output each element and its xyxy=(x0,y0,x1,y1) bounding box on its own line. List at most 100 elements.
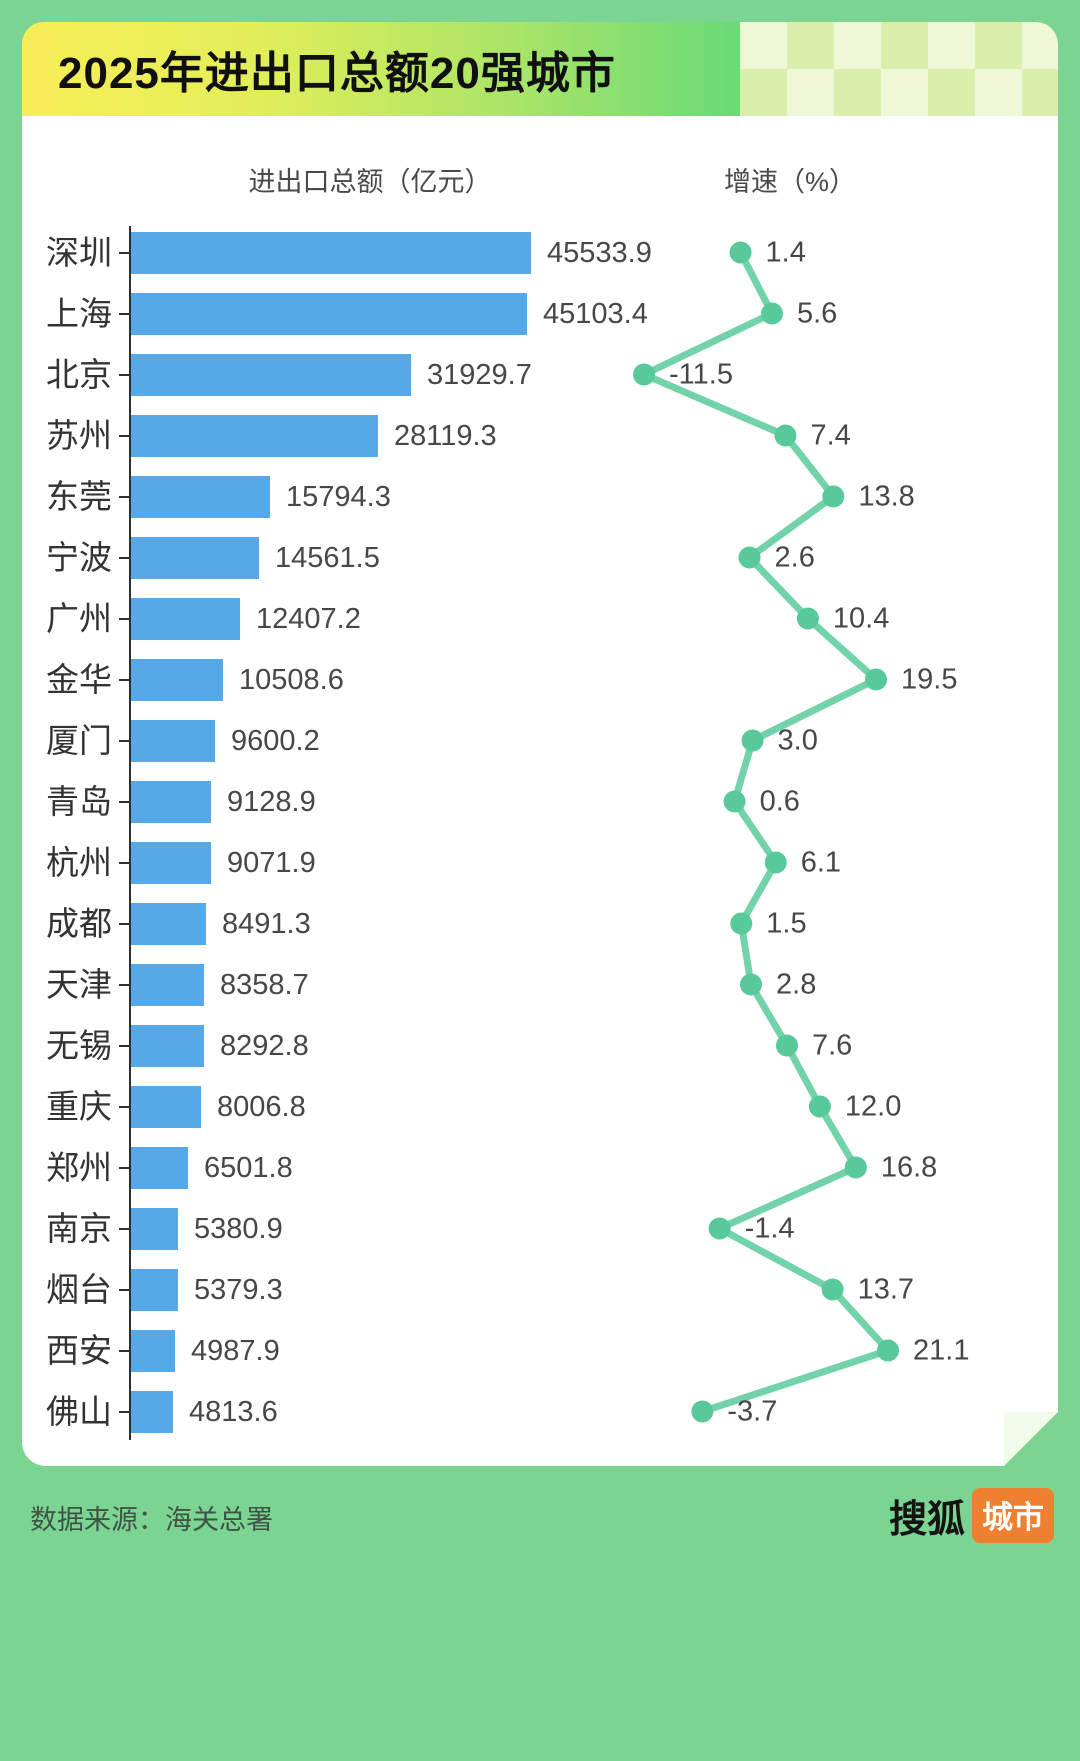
growth-point xyxy=(738,546,761,569)
growth-point xyxy=(865,668,888,691)
total-value-label: 9600.2 xyxy=(231,724,320,757)
total-value-label: 31929.7 xyxy=(427,358,532,391)
total-bar xyxy=(131,719,215,762)
total-bar xyxy=(131,780,211,823)
total-value-label: 10508.6 xyxy=(239,663,344,696)
total-value-label: 5379.3 xyxy=(194,1273,283,1306)
total-bar xyxy=(131,841,211,884)
growth-value-label: 1.4 xyxy=(766,237,806,269)
total-value-label: 9071.9 xyxy=(227,846,316,879)
sohu-logo-text: 搜狐 xyxy=(888,1499,965,1541)
total-value-label: 9128.9 xyxy=(227,785,316,818)
city-label: 郑州 xyxy=(46,1148,112,1186)
axis-tick xyxy=(119,495,129,498)
city-label: 南京 xyxy=(46,1209,112,1247)
city-label: 北京 xyxy=(46,355,112,393)
city-label: 成都 xyxy=(46,904,112,942)
axis-tick xyxy=(119,556,129,559)
growth-value-label: 10.4 xyxy=(833,603,889,635)
growth-value-label: 21.1 xyxy=(913,1335,969,1367)
axis-tick xyxy=(119,678,129,681)
total-bar xyxy=(131,475,270,518)
total-value-label: 12407.2 xyxy=(256,602,361,635)
axis-tick xyxy=(119,861,129,864)
growth-point xyxy=(730,912,753,935)
growth-value-label: 7.4 xyxy=(810,420,850,452)
total-bar xyxy=(131,1085,201,1128)
total-bar xyxy=(131,1390,173,1433)
growth-value-label: 2.8 xyxy=(776,969,816,1001)
total-bar xyxy=(131,1329,175,1372)
total-bar xyxy=(131,963,204,1006)
growth-point xyxy=(760,302,783,325)
axis-tick xyxy=(119,1227,129,1230)
axis-tick xyxy=(119,1349,129,1352)
column-headers: 进出口总额（亿元） 增速（%） xyxy=(22,154,1058,204)
page-title: 2025年进出口总额20强城市 xyxy=(58,49,616,98)
total-value-label: 4987.9 xyxy=(191,1334,280,1367)
growth-line-chart: 1.4 5.6 -11.5 7.413.8 2.6 10.4 19.5 3.0 0.66.1 1.… xyxy=(633,237,969,1428)
data-source: 数据来源：海关总署 xyxy=(30,1505,273,1535)
growth-point xyxy=(633,363,655,386)
city-label: 宁波 xyxy=(46,538,112,576)
growth-point xyxy=(844,1156,867,1179)
city-label: 西安 xyxy=(46,1331,112,1369)
growth-value-label: -3.7 xyxy=(727,1396,777,1428)
city-label: 无锡 xyxy=(46,1026,112,1064)
sohu-city-badge: 城市 xyxy=(972,1488,1054,1543)
growth-value-label: -11.5 xyxy=(669,359,733,391)
growth-point xyxy=(877,1339,899,1362)
growth-value-label: -1.4 xyxy=(745,1213,795,1245)
total-bar xyxy=(131,658,223,701)
growth-line xyxy=(640,249,892,1415)
total-value-label: 8006.8 xyxy=(217,1090,306,1123)
total-value-label: 14561.5 xyxy=(275,541,380,574)
city-label: 金华 xyxy=(46,660,112,698)
chart-card: 2025年进出口总额20强城市 进出口总额（亿元） 增速（%） 1.4 5.6 -1… xyxy=(22,22,1058,1466)
sohu-logo: 搜狐 城市 xyxy=(889,1488,1054,1543)
header-banner xyxy=(22,22,1058,116)
total-bar xyxy=(131,231,531,274)
growth-point xyxy=(741,729,764,752)
growth-point xyxy=(729,241,752,264)
total-value-label: 8491.3 xyxy=(222,907,311,940)
city-label: 苏州 xyxy=(46,416,112,454)
growth-value-label: 3.0 xyxy=(778,725,818,757)
axis-tick xyxy=(119,739,129,742)
growth-value-label: 0.6 xyxy=(760,786,800,818)
growth-point xyxy=(774,424,797,447)
growth-point xyxy=(775,1034,798,1057)
growth-value-label: 6.1 xyxy=(801,847,841,879)
growth-point xyxy=(691,1400,714,1423)
axis-tick xyxy=(119,1166,129,1169)
total-bar xyxy=(131,353,411,396)
growth-value-label: 5.6 xyxy=(797,298,837,330)
city-label: 天津 xyxy=(46,965,112,1003)
chart-plot: 1.4 5.6 -11.5 7.4 13.8 2.6 10.4 19.5 3.0 0.6 6.1 1.… xyxy=(22,222,1058,1444)
bar-column-header: 进出口总额（亿元） xyxy=(248,166,492,197)
total-bar xyxy=(131,597,240,640)
checkerboard-decoration xyxy=(740,22,1058,116)
line-column-header: 增速（%） xyxy=(723,166,856,197)
axis-tick xyxy=(119,1288,129,1291)
growth-point xyxy=(708,1217,731,1240)
growth-value-label: 19.5 xyxy=(901,664,957,696)
category-axis-line xyxy=(129,226,131,1440)
growth-value-label: 2.6 xyxy=(775,542,815,574)
growth-value-label: 13.7 xyxy=(858,1274,914,1306)
total-bar xyxy=(131,1146,188,1189)
growth-value-label: 13.8 xyxy=(858,481,914,513)
growth-point xyxy=(723,790,746,813)
page-fold-decoration xyxy=(1004,1412,1058,1466)
axis-tick xyxy=(119,1044,129,1047)
city-label: 广州 xyxy=(46,599,112,637)
city-label: 重庆 xyxy=(46,1087,112,1125)
growth-point xyxy=(808,1095,831,1118)
axis-tick xyxy=(119,251,129,254)
city-label: 东莞 xyxy=(46,477,112,515)
axis-tick xyxy=(119,312,129,315)
total-value-label: 28119.3 xyxy=(394,419,497,452)
axis-tick xyxy=(119,617,129,620)
axis-tick xyxy=(119,373,129,376)
total-bar xyxy=(131,536,259,579)
